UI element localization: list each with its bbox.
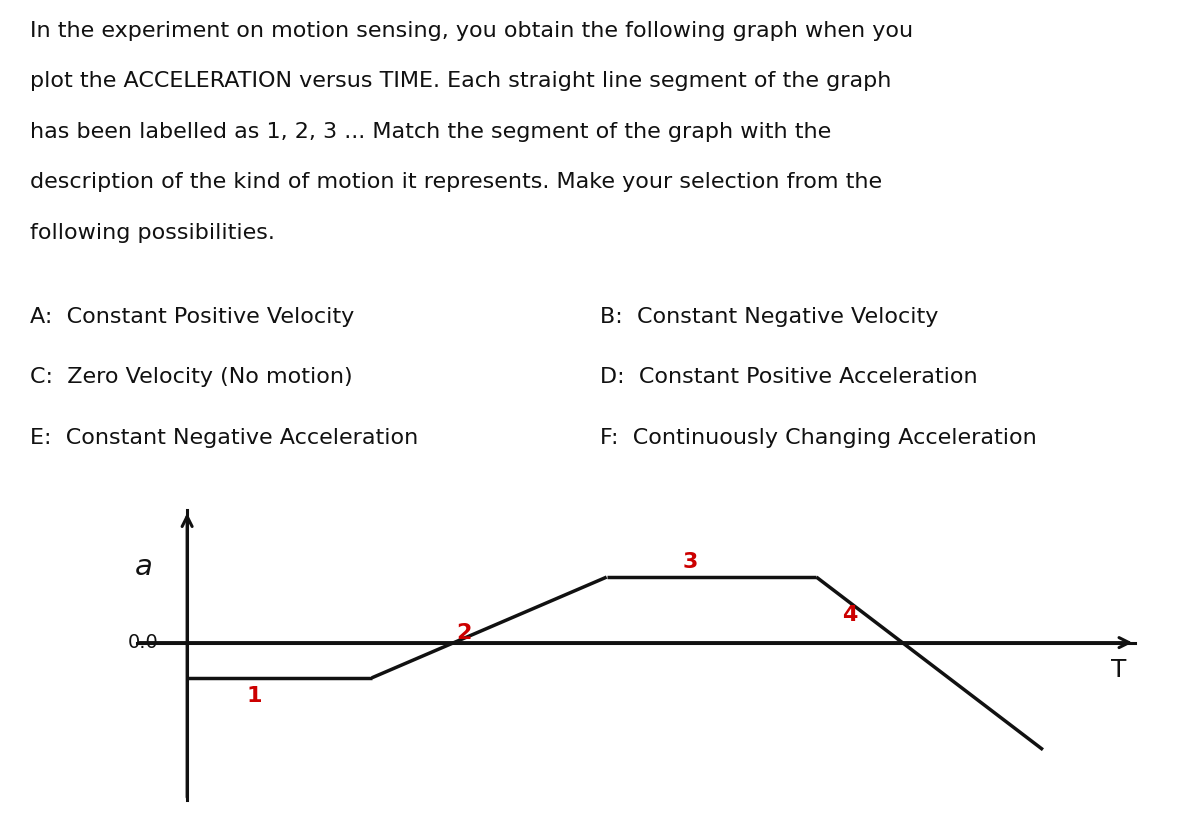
Text: B:  Constant Negative Velocity: B: Constant Negative Velocity [600, 307, 938, 327]
Text: description of the kind of motion it represents. Make your selection from the: description of the kind of motion it rep… [30, 172, 882, 192]
Text: 4: 4 [842, 605, 858, 625]
Text: 2: 2 [456, 622, 472, 643]
Text: E:  Constant Negative Acceleration: E: Constant Negative Acceleration [30, 428, 419, 448]
Text: a: a [134, 553, 152, 581]
Text: 3: 3 [683, 552, 698, 572]
Text: A:  Constant Positive Velocity: A: Constant Positive Velocity [30, 307, 354, 327]
Text: In the experiment on motion sensing, you obtain the following graph when you: In the experiment on motion sensing, you… [30, 21, 913, 41]
Text: F:  Continuously Changing Acceleration: F: Continuously Changing Acceleration [600, 428, 1037, 448]
Text: 0.0: 0.0 [128, 633, 158, 652]
Text: following possibilities.: following possibilities. [30, 223, 275, 243]
Text: T: T [1111, 659, 1126, 682]
Text: has been labelled as 1, 2, 3 ... Match the segment of the graph with the: has been labelled as 1, 2, 3 ... Match t… [30, 122, 832, 142]
Text: C:  Zero Velocity (No motion): C: Zero Velocity (No motion) [30, 367, 353, 387]
Text: D:  Constant Positive Acceleration: D: Constant Positive Acceleration [600, 367, 978, 387]
Text: plot the ACCELERATION versus TIME. Each straight line segment of the graph: plot the ACCELERATION versus TIME. Each … [30, 71, 892, 92]
Text: 1: 1 [246, 685, 262, 706]
